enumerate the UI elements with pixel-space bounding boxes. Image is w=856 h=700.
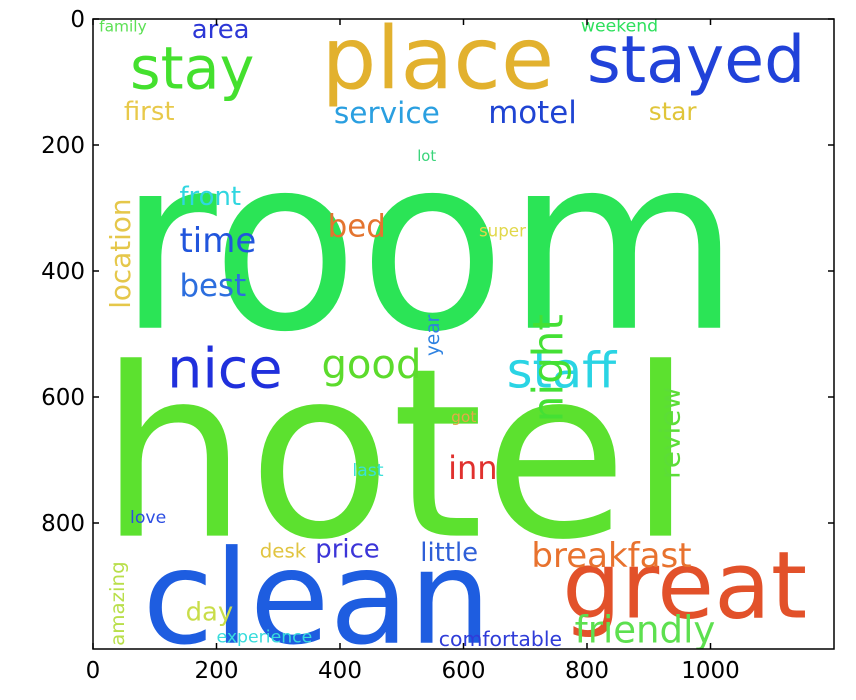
word-night: night — [523, 314, 572, 422]
word-star: star — [649, 97, 698, 126]
word-inn: inn — [448, 449, 498, 487]
word-service: service — [334, 96, 440, 130]
word-love: love — [130, 508, 166, 528]
word-great: great — [562, 532, 807, 640]
word-nice: nice — [167, 337, 282, 402]
word-clean: clean — [142, 523, 491, 674]
word-got: got — [451, 408, 476, 426]
word-bed: bed — [328, 208, 386, 244]
word-breakfast: breakfast — [531, 536, 691, 576]
word-day: day — [186, 598, 234, 628]
word-area: area — [192, 15, 250, 45]
word-location: location — [104, 199, 137, 309]
y-tick-label-800: 800 — [41, 511, 85, 537]
word-little: little — [420, 538, 478, 568]
word-front: front — [179, 182, 241, 212]
word-amazing: amazing — [106, 561, 129, 646]
word-motel: motel — [488, 95, 577, 131]
x-tick-label-800: 800 — [565, 658, 609, 684]
word-room: room — [118, 104, 741, 385]
y-tick-label-400: 400 — [41, 259, 85, 285]
word-friendly: friendly — [575, 609, 716, 652]
word-weekend: weekend — [581, 17, 658, 37]
word-comfortable: comfortable — [439, 627, 562, 651]
word-last: last — [352, 461, 383, 481]
y-tick-label-600: 600 — [41, 385, 85, 411]
word-experience: experience — [217, 628, 313, 648]
word-hotel: hotel — [99, 319, 693, 592]
word-stay: stay — [130, 34, 254, 102]
y-tick-label-200: 200 — [41, 133, 85, 159]
word-stayed: stayed — [587, 23, 805, 98]
word-desk: desk — [260, 540, 307, 563]
word-place: place — [321, 9, 554, 109]
word-year: year — [423, 314, 444, 356]
x-tick-label-1000: 1000 — [681, 658, 740, 684]
x-axis: 0 200 400 600 800 1000 — [86, 19, 740, 684]
word-good: good — [321, 342, 421, 388]
x-tick-label-400: 400 — [318, 658, 362, 684]
y-axis: 0 200 400 600 800 — [41, 7, 834, 537]
word-review: review — [654, 387, 687, 479]
word-best: best — [179, 268, 246, 304]
word-lot: lot — [417, 148, 436, 165]
word-family: family — [99, 18, 147, 36]
word-price: price — [315, 535, 379, 565]
word-time: time — [179, 221, 256, 261]
x-tick-label-600: 600 — [442, 658, 486, 684]
x-tick-label-200: 200 — [195, 658, 239, 684]
word-super: super — [479, 220, 526, 240]
x-tick-label-0: 0 — [86, 658, 101, 684]
y-tick-label-0: 0 — [70, 7, 85, 33]
word-first: first — [124, 97, 175, 127]
word-staff: staff — [507, 342, 617, 400]
